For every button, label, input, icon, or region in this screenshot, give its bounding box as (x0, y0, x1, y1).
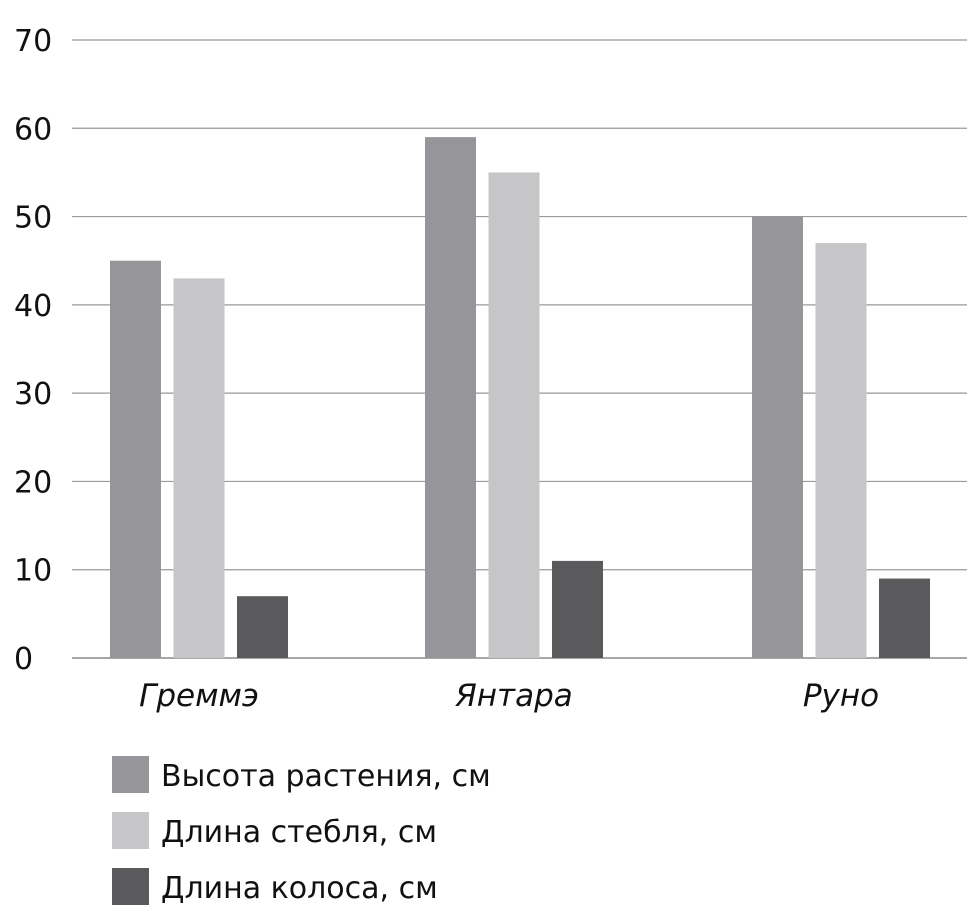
x-axis-category-labels: Греммэ Янтара Руно (139, 678, 879, 714)
legend-swatch (112, 868, 149, 905)
y-tick-label: 0 (14, 642, 33, 677)
bars (110, 137, 930, 659)
y-tick-label: 30 (14, 377, 52, 412)
legend-swatch (112, 812, 149, 849)
x-category-label: Руно (803, 678, 879, 714)
y-tick-label: 70 (14, 24, 52, 59)
legend: Высота растения, см Длина стебля, см Длина… (112, 756, 491, 906)
bar-1-2 (173, 278, 225, 658)
x-category-label: Греммэ (139, 678, 259, 714)
bar-3-3 (879, 578, 930, 658)
y-tick-label: 50 (14, 201, 52, 236)
bar-2-2 (488, 172, 540, 658)
legend-label: Высота растения, см (161, 759, 491, 794)
bar-2-1 (425, 137, 476, 659)
bar-3-2 (815, 243, 867, 659)
bar-2-3 (552, 560, 603, 658)
y-axis-tick-labels: 0 10 20 30 40 50 60 70 (14, 24, 52, 677)
legend-swatch (112, 756, 149, 793)
legend-label: Длина колоса, см (161, 871, 438, 906)
bar-3-1 (752, 216, 803, 659)
x-category-label: Янтара (454, 678, 573, 714)
bar-1-3 (237, 596, 288, 658)
y-tick-label: 60 (14, 112, 52, 147)
y-tick-label: 10 (14, 554, 52, 589)
y-tick-label: 40 (14, 289, 52, 324)
bar-1-1 (110, 260, 161, 658)
y-tick-label: 20 (14, 465, 52, 500)
legend-label: Длина стебля, см (161, 815, 437, 850)
